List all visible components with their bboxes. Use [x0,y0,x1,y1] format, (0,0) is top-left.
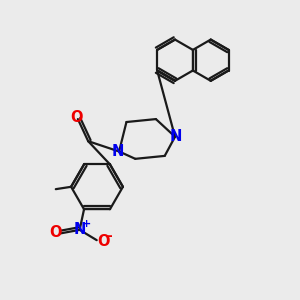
Text: N: N [170,129,182,144]
Text: +: + [82,219,91,229]
Text: O: O [70,110,82,125]
Text: N: N [74,222,86,237]
Text: N: N [112,144,124,159]
Text: O: O [49,225,61,240]
Text: O: O [97,233,110,248]
Text: -: - [106,229,112,243]
